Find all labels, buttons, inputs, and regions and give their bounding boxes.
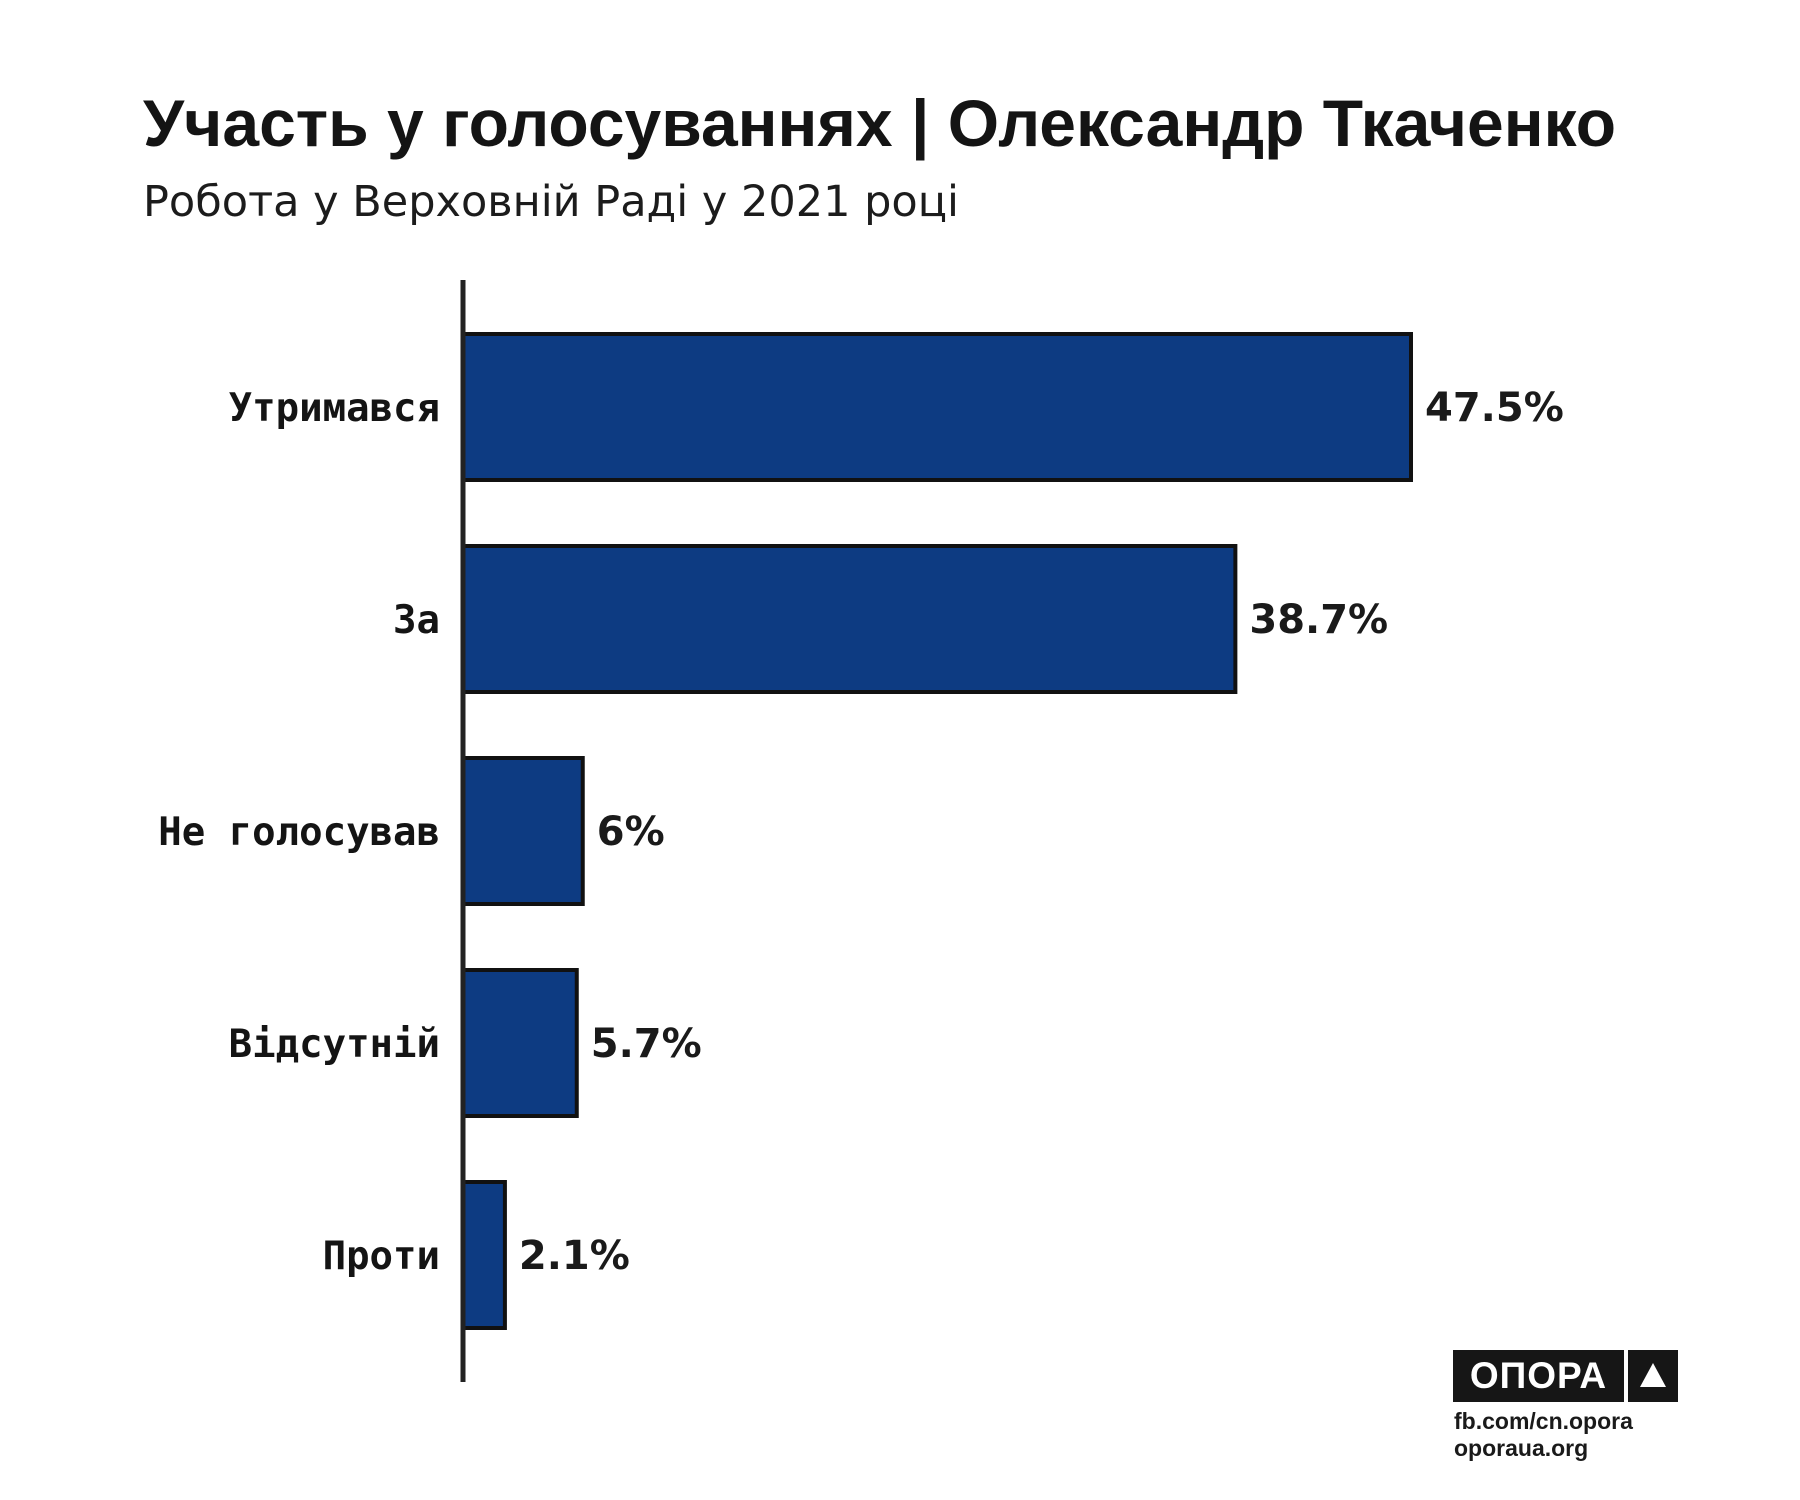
triangle-up-icon [1628, 1350, 1678, 1402]
value-label: 2.1% [519, 1233, 630, 1279]
bar-3 [461, 756, 585, 906]
chart-title: Участь у голосуваннях | Олександр Ткачен… [143, 86, 1617, 160]
chart-subtitle: Робота у Верховній Раді у 2021 році [143, 177, 959, 227]
logo-separator [1624, 1350, 1628, 1402]
logo-wordmark: ОПОРА [1453, 1350, 1624, 1402]
value-label: 47.5% [1425, 385, 1564, 431]
category-label: Не голосував [158, 810, 440, 855]
bars-group: Утримався 47.5% За 38.7% Не голосував 6% Відсу… [158, 332, 1564, 1330]
bar-4 [461, 968, 579, 1118]
bar-1 [461, 332, 1413, 482]
opora-logo: ОПОРА [1453, 1350, 1678, 1402]
category-label: Утримався [229, 386, 440, 431]
source-links: fb.com/cn.opora oporaua.org [1454, 1408, 1694, 1462]
category-label: За [393, 598, 440, 643]
bar-5 [461, 1180, 507, 1330]
category-label: Відсутній [229, 1022, 440, 1067]
value-label: 5.7% [591, 1021, 702, 1067]
bar-2 [461, 544, 1238, 694]
website-link[interactable]: oporaua.org [1454, 1435, 1589, 1461]
value-label: 6% [597, 809, 665, 855]
value-label: 38.7% [1249, 597, 1388, 643]
facebook-link[interactable]: fb.com/cn.opora [1454, 1408, 1633, 1434]
category-label: Проти [323, 1234, 440, 1279]
